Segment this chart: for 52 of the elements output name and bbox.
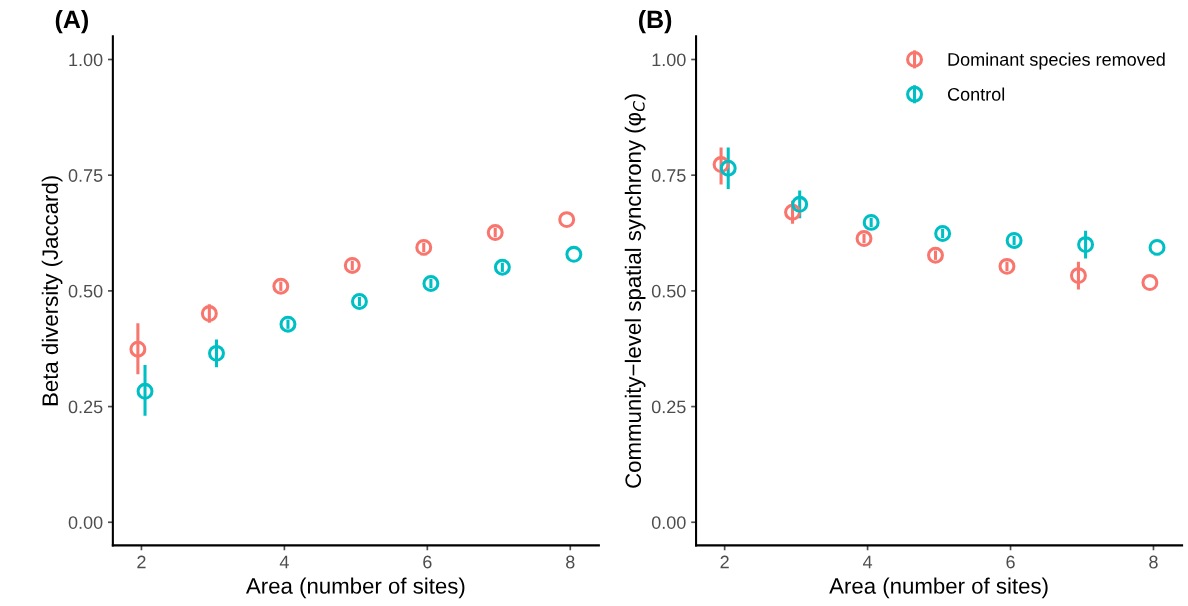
point xyxy=(1148,238,1166,256)
y-tick-label: 0.75 xyxy=(651,169,686,182)
y-axis-title: Beta diversity (Jaccard) xyxy=(41,176,63,406)
point xyxy=(1141,274,1159,292)
point xyxy=(272,277,290,295)
point xyxy=(279,315,297,333)
point xyxy=(350,293,368,310)
y-tick-label: 0.25 xyxy=(651,400,686,414)
point xyxy=(719,159,737,177)
point xyxy=(422,275,440,292)
point xyxy=(415,238,433,256)
y-tick-label: 0.00 xyxy=(651,516,686,529)
point xyxy=(855,230,873,248)
legend-label: Dominant species removed xyxy=(948,52,1165,70)
point xyxy=(558,211,576,229)
x-tick-label: 2 xyxy=(720,555,729,569)
point xyxy=(1005,231,1023,249)
point xyxy=(129,340,147,358)
legend-label: Control xyxy=(947,87,1005,101)
point xyxy=(1069,267,1087,285)
point xyxy=(343,256,361,274)
point xyxy=(927,246,944,264)
y-tick-label: 0.50 xyxy=(68,284,103,298)
point xyxy=(791,195,809,213)
point xyxy=(934,225,952,242)
x-tick-label: 8 xyxy=(566,555,575,569)
point xyxy=(998,257,1016,275)
x-tick-label: 8 xyxy=(1149,555,1158,569)
y-tick-label: 0.75 xyxy=(68,169,103,182)
y-tick-label: 0.50 xyxy=(651,284,686,298)
point xyxy=(862,213,880,231)
x-axis-title: Area (number of sites) xyxy=(246,577,465,599)
y-tick-label: 0.00 xyxy=(68,516,103,529)
point xyxy=(200,305,218,323)
x-tick-label: 2 xyxy=(137,555,146,569)
y-tick-label: 1.00 xyxy=(69,53,103,67)
x-tick-label: 4 xyxy=(862,555,873,569)
point xyxy=(486,224,504,242)
point xyxy=(1077,236,1095,254)
chart-title: (B) xyxy=(638,9,672,34)
y-axis-title: Community−level spatial synchrony (φ$_{C}$) xyxy=(624,94,646,488)
point xyxy=(136,382,154,400)
point xyxy=(565,245,583,263)
point xyxy=(208,344,225,362)
y-tick-label: 1.00 xyxy=(652,53,686,67)
point xyxy=(493,258,511,276)
y-tick-label: 0.25 xyxy=(68,400,103,414)
x-tick-label: 6 xyxy=(423,555,432,569)
x-axis-title: Area (number of sites) xyxy=(829,577,1048,599)
chart-title: (A) xyxy=(55,9,88,34)
x-tick-label: 4 xyxy=(279,555,289,569)
x-tick-label: 6 xyxy=(1006,555,1015,569)
